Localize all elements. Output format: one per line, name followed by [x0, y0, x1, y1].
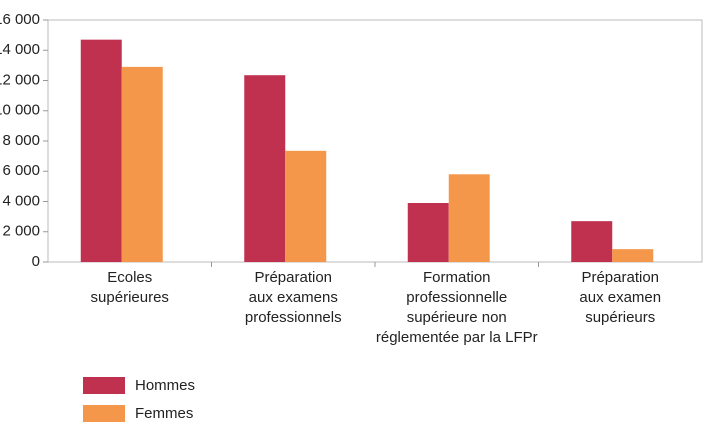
y-tick-label: 4 000 — [2, 192, 40, 209]
x-tick-label: Formation professionnelle supérieure non… — [375, 269, 538, 346]
y-tick-label: 6 000 — [2, 162, 40, 179]
y-tick-label: 16 000 — [0, 11, 40, 28]
y-tick-label: 0 — [32, 253, 40, 270]
x-tick-label: Préparation aux examen supérieurs — [579, 269, 662, 326]
y-tick-label: 2 000 — [2, 223, 40, 240]
legend-swatch — [83, 405, 125, 422]
bar — [285, 150, 327, 262]
bar — [571, 221, 613, 262]
y-tick-label: 10 000 — [0, 102, 40, 119]
legend-label: Hommes — [135, 377, 195, 394]
legend-label: Femmes — [135, 405, 193, 422]
legend-swatch — [83, 377, 125, 394]
bar — [448, 174, 490, 262]
y-tick-label: 8 000 — [2, 132, 40, 149]
bar — [244, 75, 286, 262]
bar — [121, 66, 163, 262]
y-tick-label: 12 000 — [0, 71, 40, 88]
bar — [80, 39, 122, 262]
x-tick-label: Préparation aux examens professionnels — [244, 269, 342, 326]
bar — [407, 203, 449, 262]
y-tick-label: 14 000 — [0, 41, 40, 58]
x-tick-label: Ecoles supérieures — [90, 269, 169, 306]
bar — [612, 249, 654, 262]
